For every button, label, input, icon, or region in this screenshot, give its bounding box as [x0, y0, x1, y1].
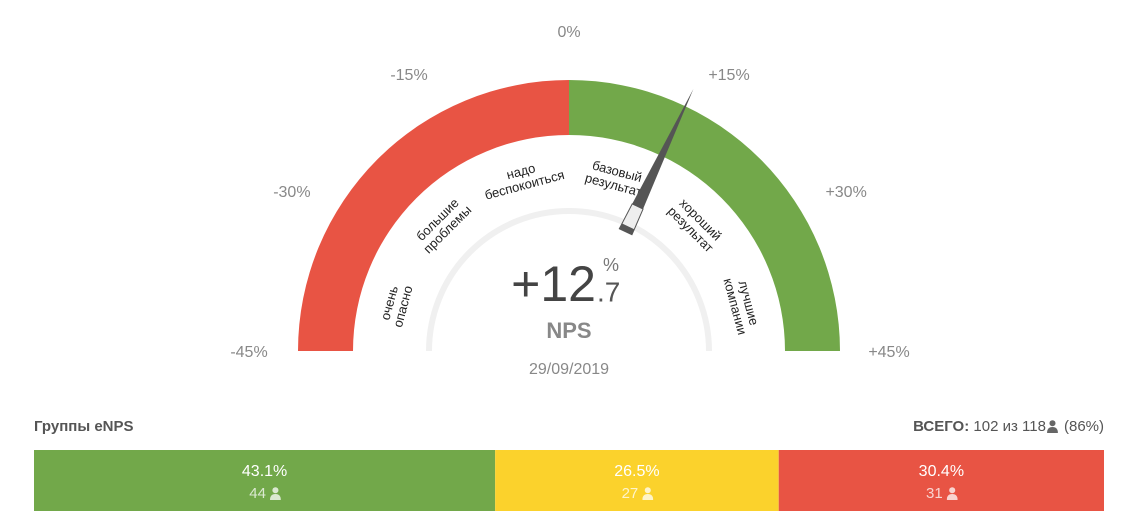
group-bar: [778, 450, 1104, 511]
gauge-segment: [569, 80, 840, 351]
group-count: 27: [622, 485, 639, 502]
gauge-segment: [298, 80, 569, 351]
group-percent: 30.4%: [919, 463, 964, 480]
date: 29/09/2019: [529, 361, 609, 378]
value-fraction: .7: [597, 276, 620, 307]
group-bar: [34, 450, 496, 511]
total-count: 102: [973, 418, 998, 435]
tick-label: -45%: [230, 344, 267, 361]
total: ВСЕГО: 102 из 118 (86%): [913, 418, 1104, 435]
inner-ring: [426, 208, 712, 352]
group-percent: 26.5%: [614, 463, 659, 480]
tick-label: -15%: [390, 67, 427, 84]
metric-label: NPS: [546, 318, 591, 343]
tick-label: +15%: [708, 67, 749, 84]
groups-title: Группы eNPS: [34, 418, 134, 435]
group-count: 44: [249, 485, 266, 502]
total-label: ВСЕГО:: [913, 418, 969, 435]
value-unit: %: [603, 255, 619, 275]
total-of: 118: [1022, 418, 1046, 435]
group-percent: 43.1%: [242, 463, 287, 480]
group-bar: [495, 450, 779, 511]
total-separator: из: [1003, 418, 1018, 435]
tick-label: +30%: [825, 184, 866, 201]
group-count: 31: [926, 485, 943, 502]
needle-cap: [619, 223, 635, 235]
tick-label: -30%: [273, 184, 310, 201]
needle: [632, 89, 694, 210]
total-share: (86%): [1064, 418, 1104, 435]
tick-label: +45%: [868, 344, 909, 361]
zone-label: надо: [505, 160, 537, 182]
tick-label: 0%: [557, 24, 580, 41]
value-whole: +12: [511, 256, 596, 312]
